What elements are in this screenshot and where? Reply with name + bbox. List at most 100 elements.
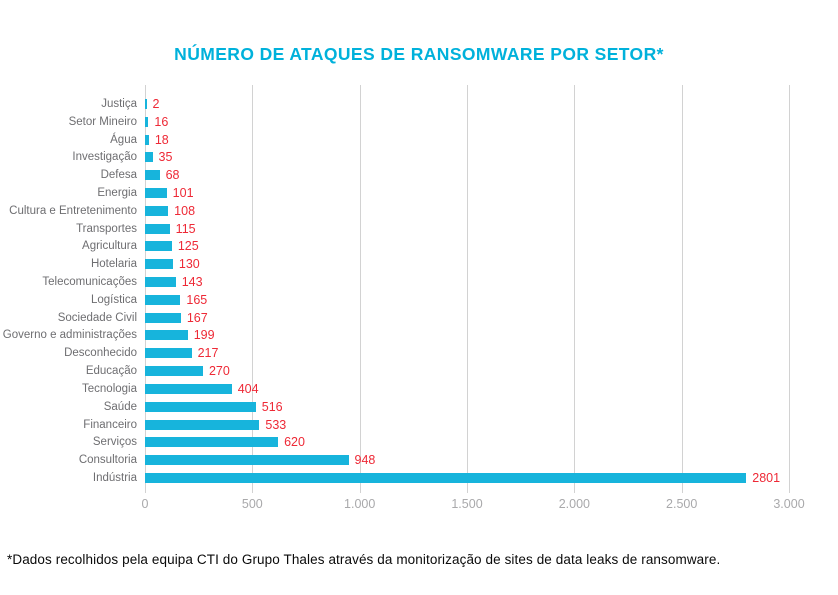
value-label: 16	[154, 114, 169, 129]
value-label: 115	[175, 221, 196, 236]
bar-row: Agricultura 125	[0, 238, 789, 256]
x-axis-tick-label: 2.500	[666, 497, 698, 511]
bar	[145, 134, 149, 145]
x-axis-tick-label: 1.500	[451, 497, 483, 511]
category-label: Água	[110, 133, 137, 146]
bar	[145, 330, 188, 341]
bar-row: Consultoria 948	[0, 451, 789, 469]
value-label: 130	[178, 257, 200, 272]
value-label: 516	[261, 399, 283, 414]
footnote: *Dados recolhidos pela equipa CTI do Gru…	[7, 552, 721, 567]
bar	[145, 277, 176, 288]
category-label: Agricultura	[82, 240, 137, 253]
bar	[145, 116, 149, 127]
bar-track: 533	[145, 418, 789, 432]
bar-row: Defesa 68	[0, 166, 789, 184]
category-label: Educação	[85, 365, 137, 378]
bar	[145, 348, 192, 359]
bar-row: Saúde 516	[0, 398, 789, 416]
gridline	[145, 85, 146, 493]
bar	[145, 455, 349, 466]
bar-track: 16	[145, 115, 789, 129]
value-label: 101	[172, 185, 194, 200]
category-label: Cultura e Entretenimento	[9, 204, 137, 217]
bar	[145, 419, 260, 430]
bar-row: Logística 165	[0, 291, 789, 309]
bar-row: Desconhecido 217	[0, 344, 789, 362]
x-axis: 0 500 1.000 1.500 2.000 2.500 3.000	[0, 497, 838, 513]
gridline	[681, 85, 683, 493]
bar	[145, 294, 181, 305]
bar	[145, 472, 747, 483]
value-label: 270	[208, 364, 230, 379]
value-label: 108	[174, 203, 196, 218]
bar	[145, 383, 232, 394]
bar	[145, 366, 203, 377]
category-label: Sociedade Civil	[57, 311, 137, 324]
bar-row: Justiça 2	[0, 95, 789, 113]
bar-track: 620	[145, 435, 789, 449]
bar-track: 101	[145, 186, 789, 200]
bar	[145, 223, 170, 234]
bar-row: Investigação 35	[0, 148, 789, 166]
bar	[145, 170, 160, 181]
value-label: 199	[193, 328, 215, 343]
bar-track: 2	[145, 97, 789, 111]
value-label: 18	[154, 132, 169, 147]
bar	[145, 401, 256, 412]
bar	[145, 241, 172, 252]
category-label: Tecnologia	[82, 382, 137, 395]
bar-track: 167	[145, 311, 789, 325]
x-axis-tick-label: 500	[241, 497, 263, 511]
category-label: Consultoria	[78, 454, 137, 467]
category-label: Serviços	[92, 436, 137, 449]
category-label: Investigação	[72, 151, 137, 164]
bar-track: 404	[145, 382, 789, 396]
bar-row: Telecomunicações 143	[0, 273, 789, 291]
x-axis-tick-label: 0	[141, 497, 149, 511]
bar-row: Educação 270	[0, 362, 789, 380]
bar-track: 18	[145, 133, 789, 147]
bar-track: 35	[145, 150, 789, 164]
bar	[145, 98, 147, 109]
bar-track: 115	[145, 222, 789, 236]
category-label: Governo e administrações	[2, 329, 137, 342]
bar-track: 270	[145, 364, 789, 378]
bar-track: 948	[145, 453, 789, 467]
bar-track: 68	[145, 168, 789, 182]
bar	[145, 259, 173, 270]
bar-row: Tecnologia 404	[0, 380, 789, 398]
bar-row: Energia 101	[0, 184, 789, 202]
category-label: Telecomunicações	[42, 276, 137, 289]
value-label: 167	[186, 310, 208, 325]
bar-row: Financeiro 533	[0, 416, 789, 434]
value-label: 143	[181, 275, 203, 290]
bar-row: Sociedade Civil 167	[0, 309, 789, 327]
bar	[145, 187, 167, 198]
category-label: Logística	[90, 293, 137, 306]
bar-row: Hotelaria 130	[0, 255, 789, 273]
category-label: Saúde	[103, 400, 137, 413]
category-label: Defesa	[100, 169, 137, 182]
bar	[145, 437, 279, 448]
bar-track: 165	[145, 293, 789, 307]
value-label: 217	[197, 346, 219, 361]
category-label: Justiça	[101, 97, 137, 110]
value-label: 165	[186, 292, 208, 307]
category-label: Energia	[97, 186, 137, 199]
value-label: 35	[158, 150, 173, 165]
category-label: Financeiro	[83, 418, 137, 431]
bar-rows: Justiça 2 Setor Mineiro 16 Água 18 Investigaçã…	[0, 95, 789, 487]
chart-title: NÚMERO DE ATAQUES DE RANSOMWARE POR SETO…	[174, 44, 664, 64]
bar-row: Setor Mineiro 16	[0, 113, 789, 131]
bar-row: Transportes 115	[0, 220, 789, 238]
value-label: 2	[152, 96, 160, 111]
bar-track: 2801	[145, 471, 789, 485]
bar	[145, 312, 181, 323]
value-label: 2801	[752, 470, 781, 485]
value-label: 404	[237, 381, 259, 396]
bar-row: Água 18	[0, 131, 789, 149]
bar-row: Governo e administrações 199	[0, 327, 789, 345]
